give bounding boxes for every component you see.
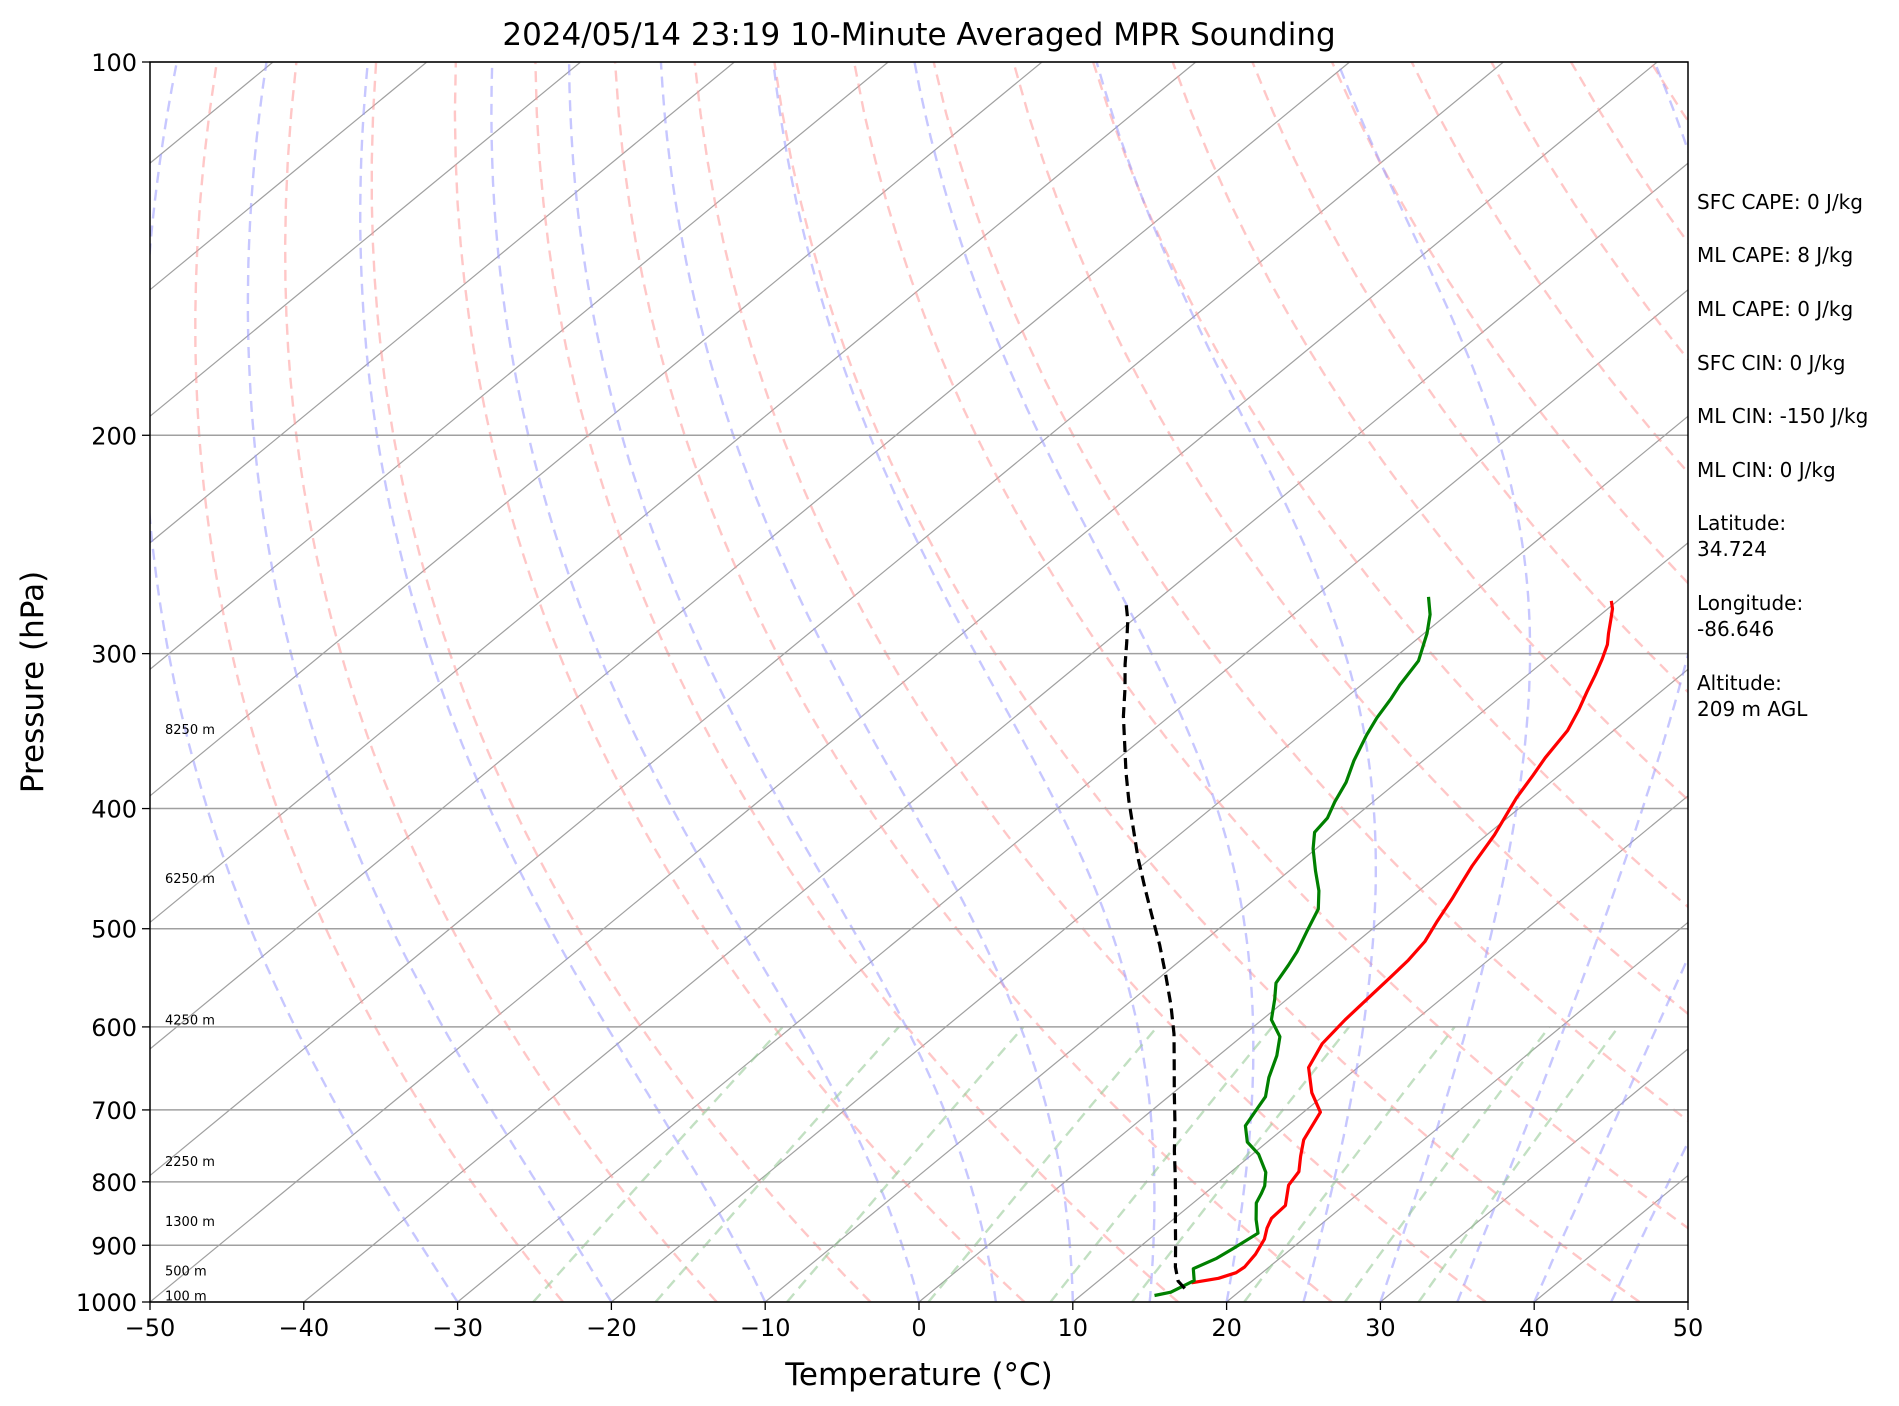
isotherm-line (611, 415, 1688, 1302)
sounding-stats-panel: SFC CAPE: 0 J/kg ML CAPE: 8 J/kg ML CAPE… (1697, 190, 1868, 721)
isotherm-line (764, 542, 1688, 1302)
stat-ml-cape-2: ML CAPE: 0 J/kg (1697, 297, 1853, 321)
dry-adiabat-line (370, 62, 872, 1302)
y-axis-ticks: 1000 900 800 700 600 500 400 300 200 100 (76, 49, 150, 1317)
height-label: 4250 m (165, 1014, 215, 1029)
x-tick-label: 50 (1673, 1314, 1704, 1342)
x-tick-label: 10 (1058, 1314, 1089, 1342)
isotherm-line (150, 62, 1043, 797)
isotherm-line (150, 62, 1504, 1177)
stat-sfc-cape: SFC CAPE: 0 J/kg (1697, 190, 1863, 214)
height-label: 1300 m (165, 1215, 215, 1230)
dry-adiabat-line (1330, 62, 1688, 585)
x-axis-label: Temperature (°C) (784, 1357, 1053, 1393)
dry-adiabat-line (194, 62, 564, 1302)
dry-adiabat-line (613, 62, 1333, 1302)
chart-title: 2024/05/14 23:19 10-Minute Averaged MPR … (502, 17, 1335, 53)
dry-adiabat-line (453, 62, 1026, 1302)
y-tick-label: 200 (91, 422, 137, 450)
stat-latitude-value: 34.724 (1697, 537, 1767, 561)
moist-adiabat-line (1456, 62, 1688, 1302)
x-tick-label: −40 (278, 1314, 329, 1342)
x-axis-ticks: −50 −40 −30 −20 −10 0 10 20 30 40 50 (125, 1302, 1704, 1342)
stat-latitude-label: Latitude: (1697, 511, 1786, 535)
isotherm-line (1072, 795, 1688, 1302)
x-tick-label: 20 (1211, 1314, 1242, 1342)
isotherm-line (457, 288, 1688, 1302)
x-tick-label: −10 (740, 1314, 791, 1342)
x-tick-label: 30 (1365, 1314, 1396, 1342)
y-tick-label: 100 (91, 49, 137, 77)
moist-adiabat-line (490, 62, 921, 1302)
isotherm-line (150, 62, 889, 671)
y-tick-label: 400 (91, 796, 137, 824)
y-tick-label: 700 (91, 1097, 137, 1125)
dry-adiabat-line (852, 62, 1688, 1230)
moist-adiabat-line (913, 62, 1255, 1302)
isotherm-line (150, 62, 581, 418)
height-label: 500 m (165, 1264, 207, 1279)
height-label: 8250 m (165, 723, 215, 738)
x-tick-label: −30 (432, 1314, 483, 1342)
x-tick-label: 40 (1519, 1314, 1550, 1342)
dewpoint-line (1154, 596, 1432, 1298)
dry-adiabat-line (1091, 62, 1688, 909)
y-tick-label: 1000 (76, 1289, 137, 1317)
dry-adiabat-line (693, 62, 1487, 1302)
dry-adiabat-line (534, 62, 1179, 1302)
dry-adiabat-line (1012, 62, 1688, 1016)
height-label: 6250 m (165, 872, 215, 887)
stat-sfc-cin: SFC CIN: 0 J/kg (1697, 351, 1845, 375)
background-lines (150, 62, 1688, 1302)
dry-adiabat-line (283, 62, 718, 1302)
y-tick-label: 600 (91, 1014, 137, 1042)
x-tick-label: −20 (586, 1314, 637, 1342)
moist-adiabat-line (567, 62, 998, 1302)
stat-altitude-value: 209 m AGL (1697, 697, 1808, 721)
x-tick-label: −50 (125, 1314, 176, 1342)
temperature-line (1191, 600, 1615, 1285)
y-tick-label: 800 (91, 1169, 137, 1197)
isotherm-line (150, 62, 1350, 1050)
moist-adiabat-line (1095, 62, 1377, 1302)
height-labels: 100 m 500 m 1300 m 2250 m 4250 m 6250 m 8250 m (165, 723, 215, 1305)
dry-adiabat-line (773, 62, 1641, 1302)
y-axis-label: Pressure (hPa) (15, 571, 51, 793)
y-tick-label: 300 (91, 641, 137, 669)
mixing-ratio-line (654, 1026, 900, 1302)
moist-adiabat-line (772, 62, 1156, 1302)
isotherm-line (918, 668, 1688, 1302)
height-label: 100 m (165, 1289, 207, 1304)
dry-adiabat-line (932, 62, 1688, 1123)
isotherm-line (150, 62, 735, 544)
stat-ml-cape: ML CAPE: 8 J/kg (1697, 243, 1853, 267)
height-label: 2250 m (165, 1155, 215, 1170)
profile-series (1121, 596, 1615, 1298)
isotherm-line (1226, 921, 1688, 1302)
stat-ml-cin-2: ML CIN: 0 J/kg (1697, 458, 1836, 482)
parcel-line (1121, 602, 1186, 1290)
y-tick-label: 500 (91, 916, 137, 944)
moist-adiabat-line (659, 62, 1074, 1302)
moist-adiabat-line (150, 62, 459, 1302)
stat-altitude-label: Altitude: (1697, 671, 1782, 695)
moist-adiabat-line (1610, 1139, 1688, 1302)
stat-longitude-label: Longitude: (1697, 591, 1803, 615)
x-tick-label: 0 (911, 1314, 926, 1342)
y-tick-label: 900 (91, 1232, 137, 1260)
stat-longitude-value: -86.646 (1697, 617, 1774, 641)
isotherm-line (1380, 1048, 1688, 1302)
moist-adiabat-line (358, 62, 767, 1302)
moist-adiabat-line (1533, 954, 1688, 1302)
isotherm-line (150, 62, 1197, 924)
mixing-ratio-line (532, 1026, 784, 1302)
isotherm-line (303, 162, 1688, 1302)
stat-ml-cin: ML CIN: -150 J/kg (1697, 404, 1868, 428)
isotherm-line (150, 62, 428, 291)
